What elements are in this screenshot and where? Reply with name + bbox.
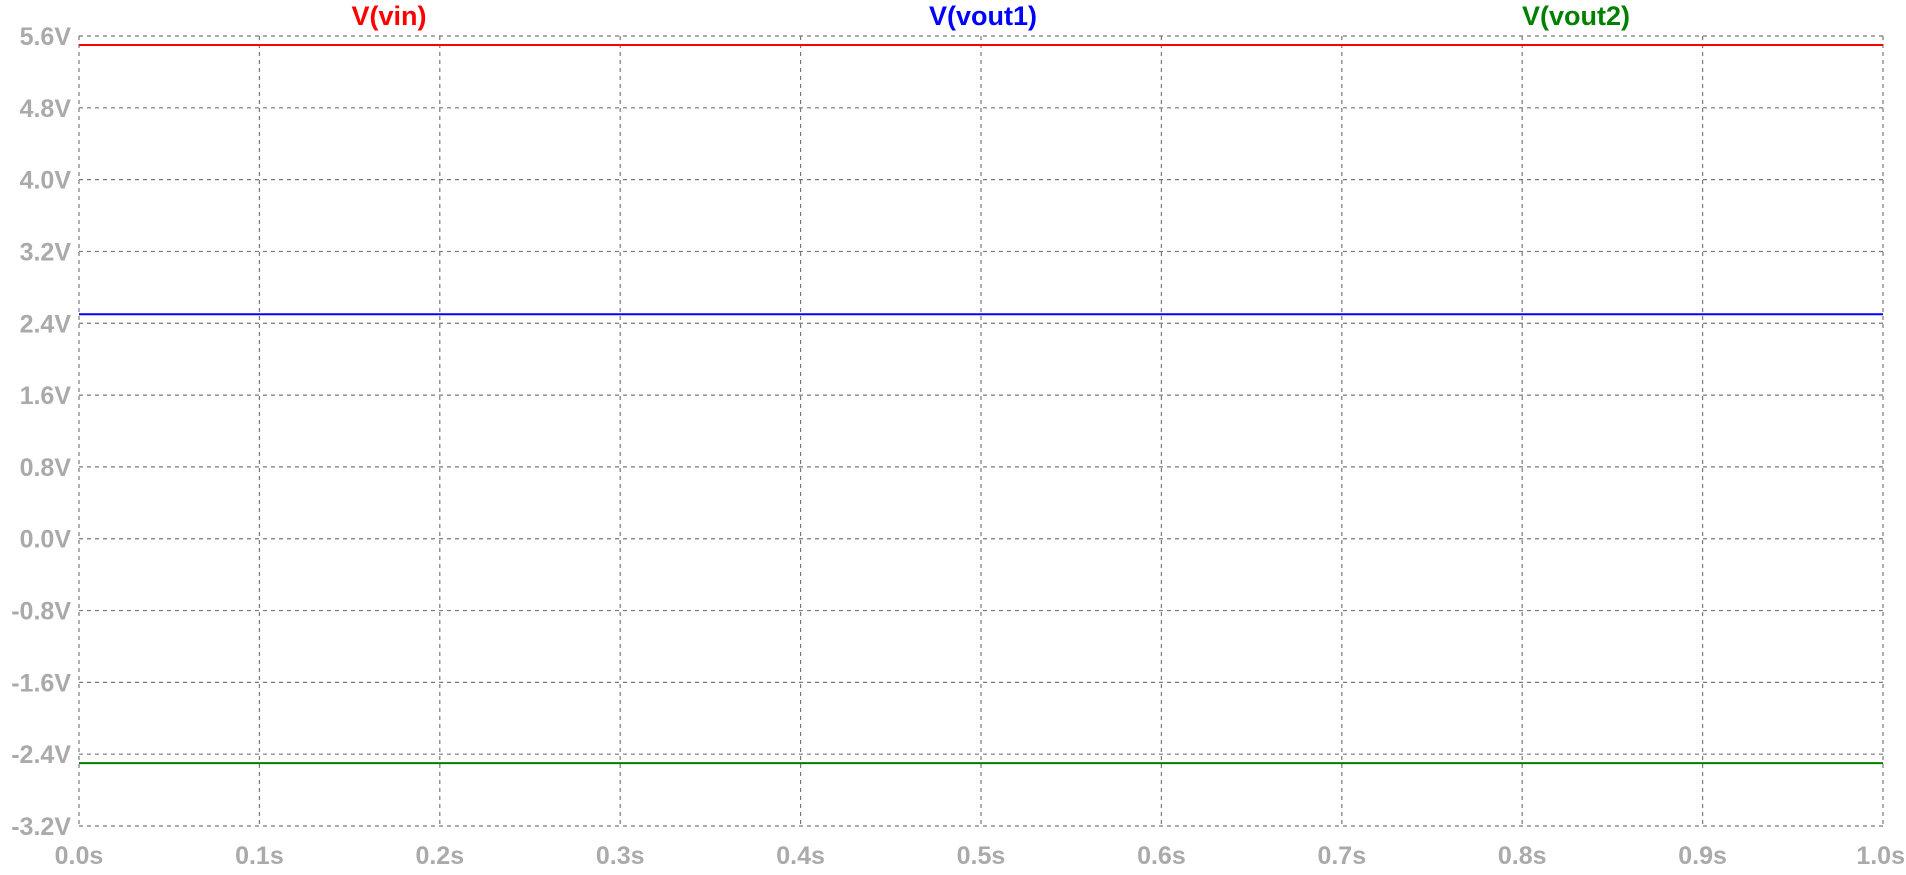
y-tick-label: -1.6V (11, 669, 71, 697)
x-tick-label: 0.1s (235, 842, 284, 870)
x-tick-label: 0.9s (1678, 842, 1727, 870)
y-tick-label: 4.8V (20, 95, 72, 123)
grid-layer (78, 35, 1884, 827)
series-layer (79, 43, 1883, 765)
x-tick-label: 0.6s (1137, 842, 1186, 870)
x-tick-label: 0.7s (1317, 842, 1366, 870)
y-tick-label: 2.4V (20, 310, 72, 338)
x-tick-label: 0.5s (957, 842, 1006, 870)
x-axis-ticks: 0.0s 0.1s 0.2s 0.3s 0.4s 0.5s 0.6s 0.7s 0.8s 0.9s… (55, 842, 1905, 870)
y-tick-label: 1.6V (20, 382, 72, 410)
y-tick-label: 4.0V (20, 167, 72, 195)
legend-item[interactable]: V(vin) (351, 1, 426, 31)
legend-item[interactable]: V(vout2) (1522, 1, 1630, 31)
x-tick-label: 0.8s (1498, 842, 1547, 870)
x-tick-label: 0.2s (415, 842, 464, 870)
legend: V(vin) V(vout1) V(vout2) (351, 1, 1630, 31)
y-tick-label: 0.0V (20, 526, 72, 554)
y-tick-label: -2.4V (11, 741, 71, 769)
y-tick-label: -3.2V (11, 813, 71, 841)
y-tick-label: 3.2V (20, 238, 72, 266)
legend-item[interactable]: V(vout1) (929, 1, 1037, 31)
y-tick-label: 0.8V (20, 454, 72, 482)
x-tick-label: 0.3s (596, 842, 645, 870)
x-tick-label: 1.0s (1856, 842, 1905, 870)
y-axis-ticks: 5.6V 4.8V 4.0V 3.2V 2.4V 1.6V 0.8V 0.0V -0.8V -1.… (11, 23, 71, 841)
x-tick-label: 0.4s (776, 842, 825, 870)
y-tick-label: -0.8V (11, 598, 71, 626)
y-tick-label: 5.6V (20, 23, 72, 51)
x-tick-label: 0.0s (55, 842, 104, 870)
